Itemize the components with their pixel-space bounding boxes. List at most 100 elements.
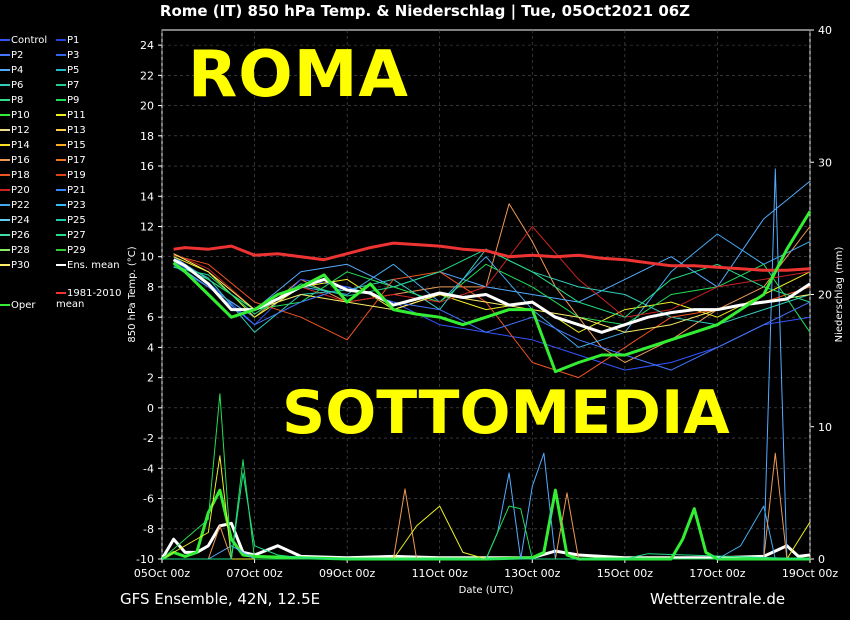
legend-label: P18: [11, 170, 30, 181]
overlay-city-label: ROMA: [188, 38, 409, 112]
y-tick-label: 14: [140, 190, 154, 203]
legend-label: P23: [67, 200, 86, 211]
legend-item: P8: [0, 94, 23, 107]
x-tick-label: 05Oct 00z: [134, 567, 191, 580]
y2-tick-label: 0: [818, 553, 825, 566]
legend-swatch: [0, 129, 10, 131]
legend-swatch: [56, 84, 66, 86]
legend-swatch: [56, 114, 66, 116]
x-tick-label: 13Oct 00z: [504, 567, 561, 580]
legend-label: P3: [67, 50, 80, 61]
legend-item: Control: [0, 34, 47, 47]
legend-label: P28: [11, 245, 30, 256]
legend-swatch: [0, 39, 10, 41]
legend-item: Ens. mean: [56, 259, 120, 272]
legend-item: P11: [56, 109, 86, 122]
legend-swatch: [0, 159, 10, 161]
x-axis-label: Date (UTC): [459, 585, 514, 596]
legend-item: P25: [56, 214, 86, 227]
legend-swatch: [56, 292, 66, 294]
legend-item: P18: [0, 169, 30, 182]
legend-label: P26: [11, 230, 30, 241]
legend-swatch: [0, 99, 10, 101]
legend-label: Oper: [11, 300, 36, 311]
temp-line-p2: [173, 265, 811, 371]
legend-swatch: [56, 39, 66, 41]
x-tick-label: 19Oct 00z: [782, 567, 839, 580]
legend-label: P30: [11, 260, 30, 271]
x-tick-label: 09Oct 00z: [319, 567, 376, 580]
legend-swatch: [56, 54, 66, 56]
legend-label: Ens. mean: [67, 260, 120, 271]
legend-label: P12: [11, 125, 30, 136]
legend-item: P5: [56, 64, 79, 77]
legend-swatch: [56, 69, 66, 71]
legend-swatch: [0, 114, 10, 116]
legend-item: P4: [0, 64, 23, 77]
legend-item: P6: [0, 79, 23, 92]
legend-item: P2: [0, 49, 23, 62]
y2-tick-label: 10: [818, 421, 832, 434]
legend-swatch: [56, 234, 66, 236]
y-tick-label: 8: [147, 281, 154, 294]
legend-label: P24: [11, 215, 30, 226]
legend-swatch: [0, 204, 10, 206]
legend-item: P7: [56, 79, 79, 92]
y-tick-label: -4: [143, 462, 154, 475]
legend-swatch: [0, 234, 10, 236]
legend-swatch: [56, 264, 66, 266]
legend-swatch: [0, 304, 10, 306]
y-tick-label: 2: [147, 372, 154, 385]
legend-swatch: [56, 129, 66, 131]
legend-label: P7: [67, 80, 80, 91]
legend-label: P21: [67, 185, 86, 196]
legend-label: P8: [11, 95, 24, 106]
legend-label: 1981-2010 mean: [56, 288, 122, 310]
legend-swatch: [0, 264, 10, 266]
chart-title: Rome (IT) 850 hPa Temp. & Niederschlag |…: [159, 2, 691, 20]
legend-swatch: [56, 189, 66, 191]
y-tick-label: -8: [143, 523, 154, 536]
legend-label: P10: [11, 110, 30, 121]
legend-item: P10: [0, 109, 30, 122]
legend-label: P6: [11, 80, 24, 91]
legend-swatch: [56, 99, 66, 101]
legend-label: P2: [11, 50, 24, 61]
legend-swatch: [0, 69, 10, 71]
legend-item: P20: [0, 184, 30, 197]
y-tick-label: 20: [140, 100, 154, 113]
legend-label: P1: [67, 35, 80, 46]
precip-line-p4: [162, 168, 810, 560]
y-tick-label: 4: [147, 341, 154, 354]
legend-item: P29: [56, 244, 86, 257]
legend-item: P13: [56, 124, 86, 137]
legend-label: P20: [11, 185, 30, 196]
y-tick-label: 22: [140, 69, 154, 82]
temp-line-1981-2010-mean: [173, 241, 811, 272]
legend-label: P11: [67, 110, 86, 121]
legend-label: P25: [67, 215, 86, 226]
legend-swatch: [56, 204, 66, 206]
y-tick-label: 24: [140, 39, 154, 52]
legend-label: P9: [67, 95, 80, 106]
y2-axis-label: Niederschlag (mm): [834, 247, 845, 343]
legend-item: Oper: [0, 299, 35, 312]
legend-label: P19: [67, 170, 86, 181]
legend-label: P15: [67, 140, 86, 151]
y-tick-label: 10: [140, 251, 154, 264]
overlay-anomaly-label: SOTTOMEDIA: [282, 378, 730, 448]
x-tick-label: 17Oct 00z: [689, 567, 746, 580]
legend-item: P1: [56, 34, 79, 47]
legend-swatch: [0, 144, 10, 146]
legend-swatch: [0, 189, 10, 191]
legend-label: P14: [11, 140, 30, 151]
temp-line-oper: [172, 210, 812, 374]
legend-swatch: [0, 54, 10, 56]
legend-label: P5: [67, 65, 80, 76]
legend-swatch: [56, 219, 66, 221]
legend-item: P9: [56, 94, 79, 107]
temp-line-p16: [173, 203, 811, 363]
temp-line-ens-mean: [172, 258, 811, 334]
y-tick-label: 0: [147, 402, 154, 415]
